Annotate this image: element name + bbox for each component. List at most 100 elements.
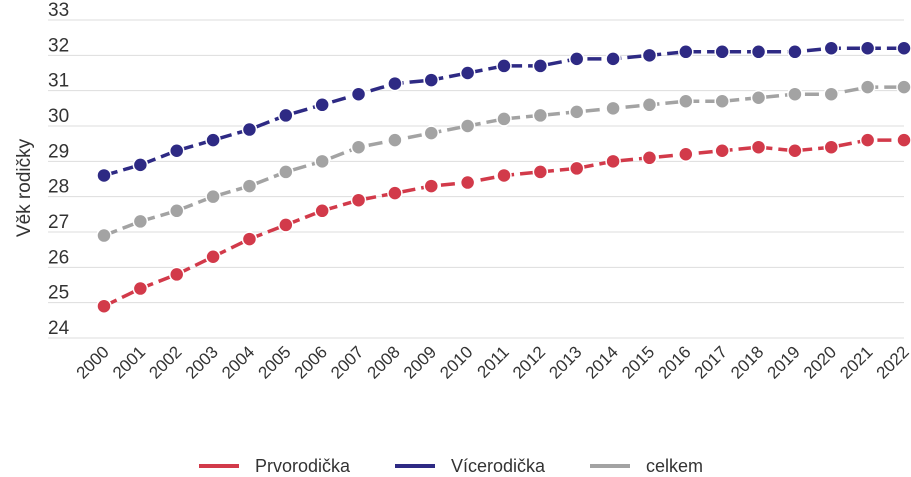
- x-tick-label: 2003: [182, 342, 222, 382]
- data-point-celkem: [423, 125, 440, 141]
- data-point-vicerodicka: [423, 72, 440, 88]
- series-line-prvorodicka: [103, 138, 904, 308]
- data-point-celkem: [205, 188, 221, 205]
- y-axis-title: Věk rodičky: [14, 138, 35, 237]
- data-point-celkem: [532, 107, 549, 124]
- y-tick-label: 33: [48, 0, 69, 21]
- y-tick-label: 31: [48, 71, 69, 92]
- data-point-celkem: [314, 153, 330, 170]
- x-tick-label: 2022: [873, 342, 911, 382]
- data-point-prvorodicka: [168, 266, 185, 283]
- data-point-prvorodicka: [459, 174, 476, 191]
- data-point-vicerodicka: [459, 65, 476, 81]
- x-tick-label: 2009: [400, 342, 440, 382]
- data-point-celkem: [168, 203, 185, 219]
- data-point-prvorodicka: [96, 298, 112, 314]
- data-point-celkem: [132, 213, 149, 230]
- data-point-vicerodicka: [168, 142, 185, 159]
- x-tick-label: 2006: [291, 342, 331, 382]
- data-point-vicerodicka: [532, 58, 549, 74]
- x-tick-label: 2001: [109, 342, 149, 382]
- data-point-prvorodicka: [859, 132, 876, 148]
- data-point-prvorodicka: [750, 139, 767, 155]
- y-tick-label: 27: [48, 212, 69, 233]
- x-tick-label: 2016: [654, 342, 694, 382]
- data-point-celkem: [823, 86, 840, 102]
- data-point-prvorodicka: [423, 178, 440, 194]
- data-point-celkem: [859, 79, 876, 95]
- data-point-prvorodicka: [787, 142, 803, 159]
- data-point-celkem: [787, 86, 803, 102]
- data-point-vicerodicka: [278, 107, 294, 124]
- data-point-prvorodicka: [205, 248, 221, 265]
- data-point-vicerodicka: [605, 51, 621, 67]
- x-tick-label: 2007: [327, 342, 367, 382]
- data-point-vicerodicka: [896, 40, 911, 57]
- y-tick-label: 26: [48, 247, 69, 268]
- data-point-vicerodicka: [496, 58, 512, 74]
- data-point-prvorodicka: [496, 167, 512, 184]
- data-point-celkem: [241, 178, 258, 194]
- data-point-vicerodicka: [678, 44, 694, 60]
- x-tick-label: 2008: [364, 342, 404, 382]
- x-tick-label: 2018: [727, 342, 767, 382]
- data-point-prvorodicka: [605, 153, 621, 170]
- data-point-vicerodicka: [750, 44, 767, 60]
- data-point-prvorodicka: [678, 146, 694, 163]
- y-tick-label: 29: [48, 141, 69, 162]
- data-point-vicerodicka: [714, 44, 730, 60]
- data-point-prvorodicka: [387, 185, 403, 201]
- data-point-celkem: [496, 111, 512, 127]
- legend-label-prvorodicka: Prvorodička: [255, 456, 351, 476]
- data-point-celkem: [96, 227, 112, 244]
- data-point-celkem: [605, 100, 621, 117]
- legend-label-vicerodicka: Vícerodička: [451, 456, 546, 476]
- data-point-vicerodicka: [314, 97, 330, 113]
- data-point-vicerodicka: [205, 132, 221, 148]
- data-point-prvorodicka: [714, 142, 730, 159]
- data-point-celkem: [750, 89, 767, 106]
- x-axis-ticks: 2000200120022003200420052006200720082009…: [73, 342, 911, 382]
- x-tick-label: 2013: [545, 342, 585, 382]
- y-tick-label: 28: [48, 177, 69, 198]
- data-point-prvorodicka: [314, 203, 330, 219]
- x-tick-label: 2019: [764, 342, 804, 382]
- data-point-prvorodicka: [278, 217, 294, 233]
- data-point-prvorodicka: [241, 231, 258, 247]
- x-tick-label: 2015: [618, 342, 658, 382]
- x-tick-label: 2021: [836, 342, 876, 382]
- x-tick-label: 2014: [582, 342, 622, 382]
- data-point-vicerodicka: [350, 86, 367, 102]
- data-point-vicerodicka: [641, 47, 658, 64]
- data-point-celkem: [278, 164, 294, 180]
- series-group: [96, 40, 911, 314]
- x-tick-label: 2004: [218, 342, 258, 382]
- data-point-prvorodicka: [823, 139, 840, 155]
- data-point-vicerodicka: [241, 121, 258, 138]
- data-point-celkem: [350, 139, 367, 155]
- data-point-celkem: [387, 132, 403, 148]
- data-point-vicerodicka: [568, 51, 585, 67]
- data-point-celkem: [714, 93, 730, 110]
- y-axis-ticks: 24 25 26 27 28 29 30 31 32 33: [48, 0, 70, 339]
- data-point-prvorodicka: [896, 132, 911, 148]
- data-point-celkem: [678, 93, 694, 110]
- y-tick-label: 32: [48, 35, 69, 56]
- data-point-vicerodicka: [387, 75, 403, 92]
- x-tick-label: 2002: [145, 342, 185, 382]
- data-point-celkem: [641, 97, 658, 113]
- data-point-prvorodicka: [641, 150, 658, 166]
- data-point-vicerodicka: [132, 157, 149, 173]
- x-tick-label: 2011: [474, 342, 513, 381]
- legend: Prvorodička Vícerodička celkem: [199, 456, 703, 476]
- data-point-prvorodicka: [350, 192, 367, 208]
- x-tick-label: 2017: [691, 342, 731, 382]
- data-point-celkem: [896, 79, 911, 95]
- x-tick-label: 2010: [436, 342, 476, 382]
- series-line-vicerodicka: [103, 46, 904, 178]
- data-point-vicerodicka: [787, 44, 803, 60]
- data-point-prvorodicka: [532, 164, 549, 180]
- legend-label-celkem: celkem: [646, 456, 703, 476]
- x-tick-label: 2005: [254, 342, 294, 382]
